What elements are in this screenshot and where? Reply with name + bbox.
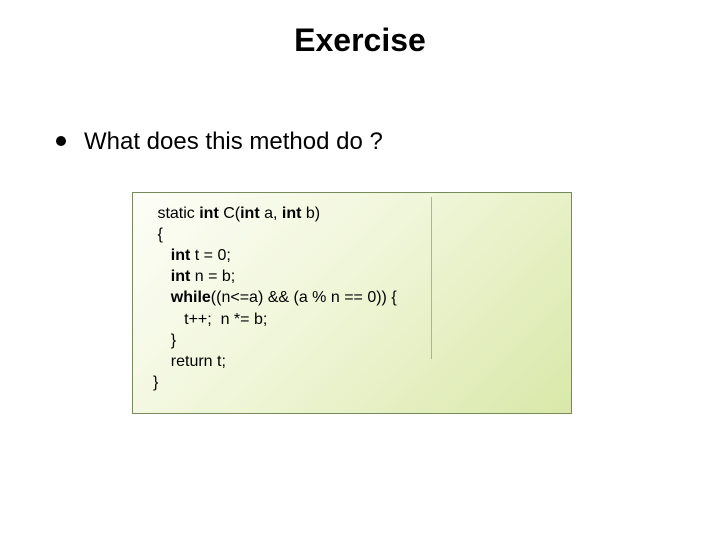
- code-line-2: {: [153, 226, 163, 243]
- code-line-7: }: [153, 332, 176, 349]
- code-line-3: int t = 0;: [153, 247, 231, 264]
- slide: Exercise What does this method do ? stat…: [0, 0, 720, 540]
- bullet-text: What does this method do ?: [84, 128, 383, 156]
- bullet-item: What does this method do ?: [56, 128, 383, 156]
- code-box: static int C(int a, int b) { int t = 0; …: [132, 192, 572, 414]
- code-line-5: while((n<=a) && (a % n == 0)) {: [153, 289, 397, 306]
- title-text: Exercise: [294, 22, 426, 58]
- bullet-dot-icon: [56, 136, 66, 146]
- code-line-9: }: [153, 374, 158, 391]
- code-line-8: return t;: [153, 353, 226, 370]
- code-line-1: static int C(int a, int b): [153, 205, 320, 222]
- code-content: static int C(int a, int b) { int t = 0; …: [133, 193, 571, 403]
- code-line-6: t++; n *= b;: [153, 311, 267, 328]
- code-box-divider: [431, 197, 432, 359]
- code-line-4: int n = b;: [153, 268, 235, 285]
- slide-title: Exercise: [0, 22, 720, 59]
